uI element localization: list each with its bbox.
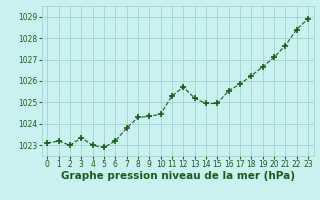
X-axis label: Graphe pression niveau de la mer (hPa): Graphe pression niveau de la mer (hPa) <box>60 171 295 181</box>
